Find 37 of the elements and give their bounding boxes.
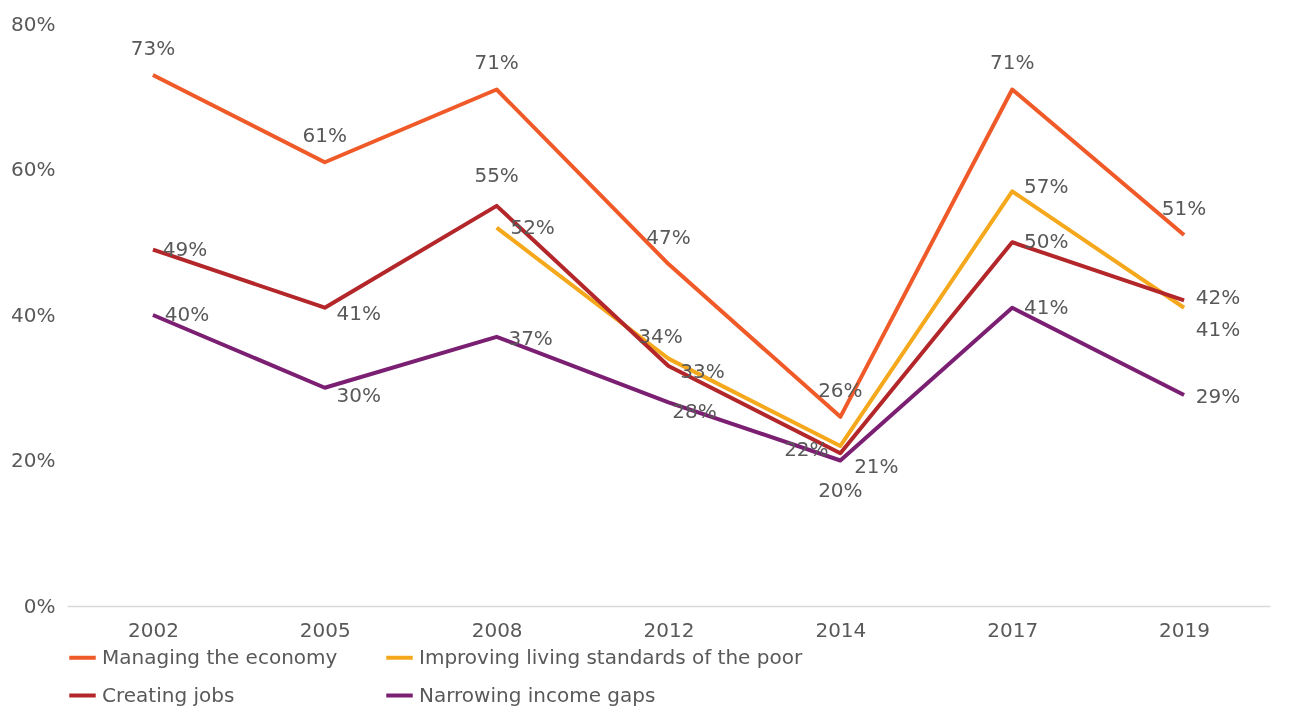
x-tick-label: 2012: [643, 617, 695, 642]
x-tick-label: 2008: [471, 617, 523, 642]
x-tick-label: 2017: [987, 617, 1039, 642]
y-tick-label: 0%: [23, 593, 56, 618]
data-label: 20%: [818, 477, 863, 502]
data-label: 41%: [336, 300, 382, 325]
data-label: 50%: [1023, 229, 1069, 254]
data-label: 30%: [336, 382, 382, 407]
legend-label: Narrowing income gaps: [419, 682, 656, 707]
legend-label: Managing the economy: [102, 644, 338, 669]
legend-label: Creating jobs: [102, 682, 235, 707]
data-label: 55%: [474, 162, 519, 187]
data-label: 71%: [474, 50, 519, 75]
y-tick-label: 80%: [11, 11, 56, 36]
data-label: 71%: [989, 50, 1035, 75]
data-label: 57%: [1023, 174, 1069, 199]
x-tick-label: 2014: [815, 617, 867, 642]
data-label: 73%: [130, 35, 176, 60]
y-tick-label: 20%: [11, 448, 56, 472]
data-label: 41%: [1023, 294, 1069, 319]
legend-label: Improving living standards of the poor: [419, 644, 803, 669]
data-label: 29%: [1195, 384, 1241, 409]
data-label: 41%: [1195, 316, 1241, 341]
data-label: 49%: [162, 236, 208, 261]
data-label: 51%: [1161, 195, 1207, 220]
data-label: 61%: [302, 123, 348, 148]
y-tick-label: 40%: [11, 302, 56, 327]
x-tick-label: 2005: [299, 617, 351, 642]
data-label: 42%: [1195, 285, 1241, 310]
data-label: 37%: [508, 325, 553, 350]
data-label: 34%: [638, 323, 683, 348]
x-tick-label: 2019: [1159, 617, 1211, 642]
data-label: 21%: [854, 454, 899, 479]
data-label: 40%: [164, 302, 210, 326]
y-tick-label: 60%: [11, 157, 56, 181]
x-tick-label: 2002: [127, 617, 179, 642]
data-label: 47%: [646, 225, 691, 250]
